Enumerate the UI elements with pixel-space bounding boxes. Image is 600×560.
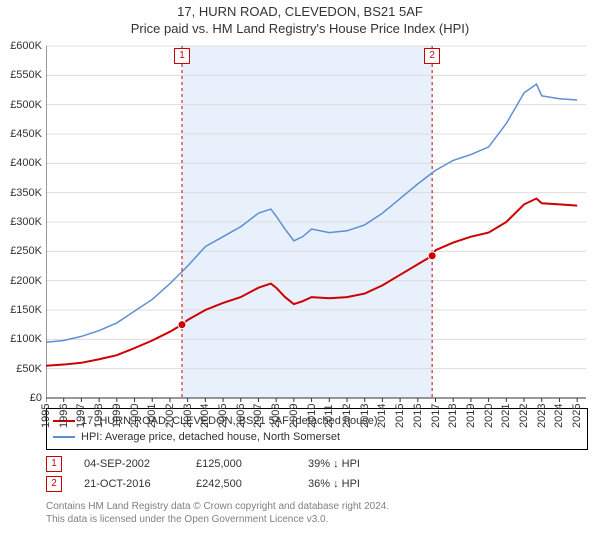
- y-tick-label: £250K: [0, 245, 42, 257]
- x-tick-label: 2006: [235, 404, 247, 428]
- x-tick-label: 2008: [270, 404, 282, 428]
- sales-delta: 39% ↓ HPI: [308, 458, 398, 470]
- y-tick-label: £600K: [0, 40, 42, 52]
- y-tick-label: £400K: [0, 157, 42, 169]
- x-tick-label: 2013: [359, 404, 371, 428]
- y-tick-label: £0: [0, 392, 42, 404]
- y-tick-label: £150K: [0, 304, 42, 316]
- x-tick-label: 2012: [341, 404, 353, 428]
- y-tick-label: £350K: [0, 187, 42, 199]
- sale-marker: 1: [174, 48, 190, 64]
- sales-row: 1 04-SEP-2002 £125,000 39% ↓ HPI: [46, 454, 588, 474]
- footer-line-2: This data is licensed under the Open Gov…: [46, 513, 588, 526]
- sale-box-inline: 2: [46, 476, 62, 492]
- y-tick-label: £300K: [0, 216, 42, 228]
- x-tick-label: 2023: [536, 404, 548, 428]
- x-tick-label: 2004: [199, 404, 211, 428]
- page-title: 17, HURN ROAD, CLEVEDON, BS21 5AF: [0, 4, 600, 19]
- x-tick-label: 2022: [518, 404, 530, 428]
- sales-table: 1 04-SEP-2002 £125,000 39% ↓ HPI 2 21-OCT-201…: [46, 454, 588, 494]
- x-tick-label: 2016: [412, 404, 424, 428]
- sales-date: 21-OCT-2016: [84, 478, 174, 490]
- x-tick-label: 1997: [75, 404, 87, 428]
- x-tick-label: 2005: [217, 404, 229, 428]
- x-tick-label: 2003: [182, 404, 194, 428]
- x-tick-label: 2015: [394, 404, 406, 428]
- y-tick-label: £100K: [0, 333, 42, 345]
- x-tick-label: 2007: [252, 404, 264, 428]
- legend-label: HPI: Average price, detached house, Nort…: [81, 431, 340, 443]
- sales-delta: 36% ↓ HPI: [308, 478, 398, 490]
- x-tick-label: 2018: [447, 404, 459, 428]
- sale-marker: 2: [424, 48, 440, 64]
- sale-box-inline: 1: [46, 456, 62, 472]
- sales-price: £125,000: [196, 458, 286, 470]
- legend-swatch: [53, 436, 75, 438]
- x-tick-label: 2025: [571, 404, 583, 428]
- legend-row: HPI: Average price, detached house, Nort…: [53, 429, 581, 445]
- title-area: 17, HURN ROAD, CLEVEDON, BS21 5AF Price …: [0, 0, 600, 36]
- sales-row: 2 21-OCT-2016 £242,500 36% ↓ HPI: [46, 474, 588, 494]
- x-tick-label: 1999: [111, 404, 123, 428]
- x-tick-label: 2011: [323, 404, 335, 428]
- x-tick-label: 1996: [58, 404, 70, 428]
- x-tick-label: 2024: [553, 404, 565, 428]
- x-tick-label: 2014: [376, 404, 388, 428]
- x-tick-label: 2010: [306, 404, 318, 428]
- y-tick-label: £550K: [0, 69, 42, 81]
- chart: £0£50K£100K£150K£200K£250K£300K£350K£400…: [46, 42, 590, 402]
- x-tick-label: 2017: [430, 404, 442, 428]
- x-tick-label: 2009: [288, 404, 300, 428]
- x-tick-label: 1998: [93, 404, 105, 428]
- x-tick-label: 2020: [483, 404, 495, 428]
- y-tick-label: £450K: [0, 128, 42, 140]
- footer: Contains HM Land Registry data © Crown c…: [46, 500, 588, 526]
- x-tick-label: 2019: [465, 404, 477, 428]
- x-tick-label: 2001: [146, 404, 158, 428]
- sales-date: 04-SEP-2002: [84, 458, 174, 470]
- y-tick-label: £500K: [0, 99, 42, 111]
- page-subtitle: Price paid vs. HM Land Registry's House …: [0, 21, 600, 36]
- x-tick-label: 2021: [500, 404, 512, 428]
- sales-price: £242,500: [196, 478, 286, 490]
- chart-svg: [46, 42, 590, 402]
- y-tick-label: £200K: [0, 275, 42, 287]
- footer-line-1: Contains HM Land Registry data © Crown c…: [46, 500, 588, 513]
- x-tick-label: 2002: [164, 404, 176, 428]
- y-tick-label: £50K: [0, 363, 42, 375]
- x-tick-label: 1995: [40, 404, 52, 428]
- x-tick-label: 2000: [129, 404, 141, 428]
